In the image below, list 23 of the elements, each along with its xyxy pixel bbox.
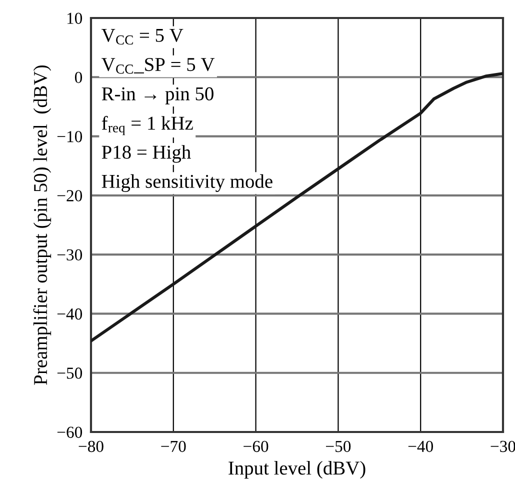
annotation: R-in → pin 50 — [102, 87, 214, 104]
y-tick-label: −30 — [57, 249, 82, 261]
line-series — [91, 72, 503, 342]
x-tick-label: −50 — [326, 440, 351, 452]
y-tick-label: 10 — [67, 12, 82, 24]
annotation: V$_{CC}$ = 5 V — [102, 29, 184, 45]
x-tick-label: −30 — [490, 440, 515, 452]
y-tick-label: −10 — [57, 130, 82, 142]
y-tick-label: −40 — [57, 308, 82, 320]
x-tick-label: −40 — [408, 440, 433, 452]
y-tick-label: −20 — [57, 190, 82, 202]
y-tick-label: 0 — [74, 72, 82, 84]
annotation: P18 = High — [102, 145, 191, 163]
x-tick-label: −70 — [161, 440, 186, 452]
y-tick-label: −50 — [57, 368, 82, 379]
x-axis-title: Input level (dBV) — [228, 461, 366, 479]
y-tick-label: −60 — [57, 426, 82, 438]
annotation: V$_{CC}$_SP = 5 V — [102, 58, 215, 74]
y-axis-title: Preamplifier output (pin 50) level (dBV) — [33, 65, 52, 385]
annotation: f$_{req}$ = 1 kHz — [102, 116, 193, 136]
x-tick-label: −80 — [78, 440, 104, 452]
annotation: High sensitivity mode — [102, 174, 272, 192]
x-tick-label: −60 — [244, 440, 268, 452]
